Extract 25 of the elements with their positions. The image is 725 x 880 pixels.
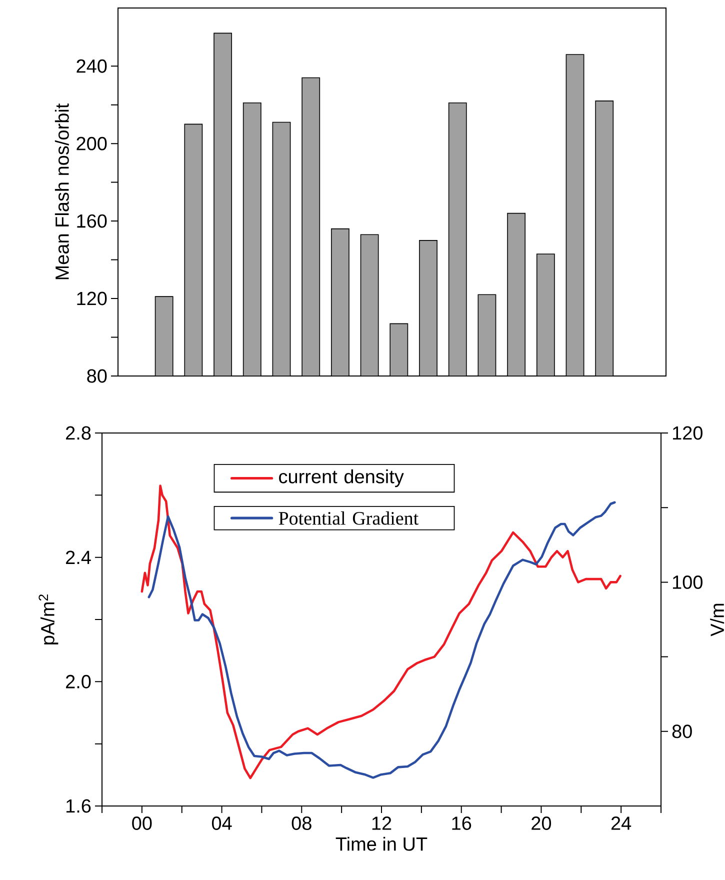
x-tick-label: 16 xyxy=(452,816,472,830)
x-axis-title: Time in UT xyxy=(336,836,428,851)
y-tick-label: 2.8 xyxy=(66,426,91,440)
x-tick-label: 20 xyxy=(532,816,552,830)
y-tick-label: 80 xyxy=(87,369,107,383)
y2-axis-title: V/m xyxy=(710,604,724,636)
y2-tick-label: 80 xyxy=(672,724,692,738)
y-tick-label: 120 xyxy=(77,292,107,306)
y-tick-label: 2.4 xyxy=(66,550,91,564)
x-tick-label: 00 xyxy=(132,816,152,830)
y-tick-label: 1.6 xyxy=(66,799,91,813)
y-axis-title: Mean Flash nos/orbit xyxy=(54,103,69,280)
x-tick-label: 08 xyxy=(292,816,312,830)
y2-tick-label: 100 xyxy=(672,575,702,589)
y-tick-label: 240 xyxy=(76,59,107,73)
x-tick-label: 24 xyxy=(611,816,632,830)
x-tick-label: 12 xyxy=(372,816,392,830)
y-axis-title: pA/m$^{2}$ xyxy=(38,594,58,644)
y-tick-label: 160 xyxy=(77,214,107,228)
y-tick-label: 2.0 xyxy=(66,674,91,688)
y-tick-label: 200 xyxy=(76,136,107,150)
legend-label: current density xyxy=(279,469,404,488)
x-tick-label: 04 xyxy=(212,816,232,830)
legend-label: Potential Gradient xyxy=(278,511,418,525)
y2-tick-label: 120 xyxy=(672,426,702,440)
